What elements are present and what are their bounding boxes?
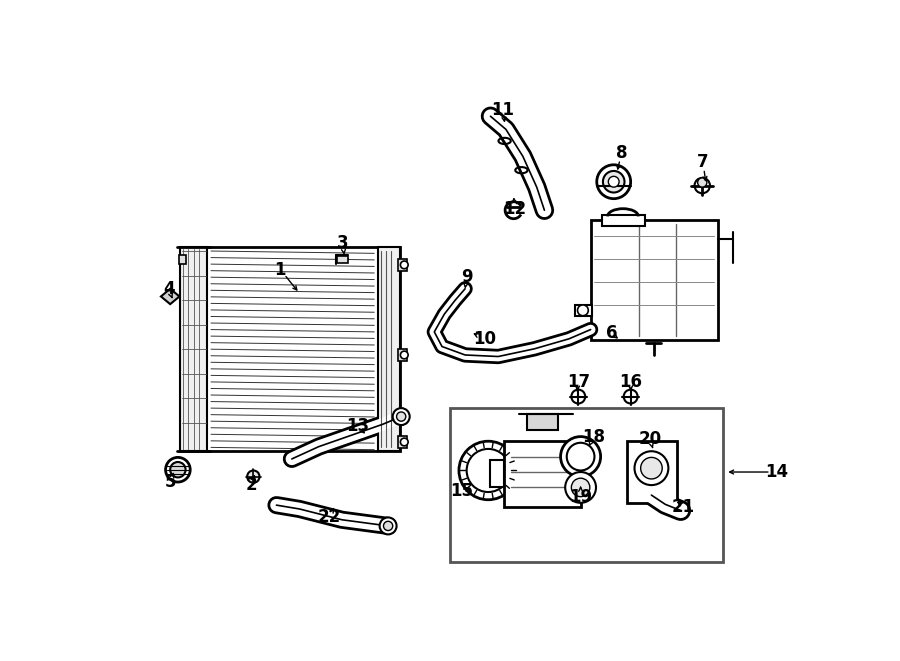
Circle shape bbox=[578, 305, 589, 316]
Circle shape bbox=[572, 389, 585, 403]
Bar bbox=[338, 256, 348, 262]
Circle shape bbox=[634, 451, 669, 485]
Circle shape bbox=[400, 261, 408, 269]
Circle shape bbox=[397, 412, 406, 421]
Text: 20: 20 bbox=[638, 430, 662, 448]
Text: 16: 16 bbox=[619, 373, 643, 391]
Bar bbox=[180, 247, 207, 451]
Bar bbox=[602, 215, 644, 226]
Text: 1: 1 bbox=[274, 260, 286, 278]
Circle shape bbox=[561, 437, 600, 477]
Circle shape bbox=[170, 462, 185, 477]
Text: 10: 10 bbox=[472, 330, 496, 348]
Text: 18: 18 bbox=[582, 428, 605, 446]
Text: 14: 14 bbox=[765, 463, 788, 481]
Text: 22: 22 bbox=[317, 508, 340, 525]
Text: 4: 4 bbox=[163, 280, 175, 297]
Text: 7: 7 bbox=[698, 153, 709, 171]
Text: 12: 12 bbox=[504, 200, 526, 217]
Circle shape bbox=[572, 478, 590, 496]
Bar bbox=[526, 414, 557, 430]
Circle shape bbox=[392, 408, 410, 425]
Circle shape bbox=[695, 178, 710, 193]
Text: 19: 19 bbox=[569, 488, 592, 506]
Text: 11: 11 bbox=[491, 101, 514, 119]
Circle shape bbox=[400, 438, 408, 446]
Bar bbox=[398, 436, 408, 448]
Bar bbox=[626, 442, 677, 503]
Circle shape bbox=[641, 457, 662, 479]
Bar bbox=[179, 255, 186, 264]
Circle shape bbox=[608, 176, 619, 187]
Circle shape bbox=[698, 178, 706, 187]
Text: 8: 8 bbox=[616, 144, 627, 162]
Circle shape bbox=[459, 442, 518, 500]
Circle shape bbox=[603, 171, 625, 192]
Bar bbox=[378, 247, 400, 451]
Text: 21: 21 bbox=[671, 498, 695, 516]
Bar bbox=[180, 247, 400, 451]
Circle shape bbox=[567, 443, 595, 471]
Text: 9: 9 bbox=[461, 268, 472, 286]
Bar bbox=[398, 258, 408, 271]
Bar bbox=[450, 408, 723, 562]
Bar bbox=[398, 349, 408, 361]
Polygon shape bbox=[161, 289, 179, 304]
Circle shape bbox=[383, 522, 392, 531]
Circle shape bbox=[248, 471, 259, 483]
Bar bbox=[575, 305, 592, 317]
Bar bbox=[504, 442, 580, 507]
Circle shape bbox=[565, 472, 596, 503]
Text: 5: 5 bbox=[165, 473, 176, 491]
Text: 13: 13 bbox=[346, 417, 369, 435]
Circle shape bbox=[597, 165, 631, 199]
Circle shape bbox=[466, 449, 509, 492]
Circle shape bbox=[400, 351, 408, 359]
Circle shape bbox=[380, 518, 397, 534]
Text: 17: 17 bbox=[567, 373, 590, 391]
Circle shape bbox=[166, 457, 190, 482]
Text: 3: 3 bbox=[337, 235, 348, 253]
Text: 15: 15 bbox=[450, 481, 472, 500]
Text: 6: 6 bbox=[606, 325, 617, 342]
Circle shape bbox=[624, 389, 637, 403]
Text: 2: 2 bbox=[246, 476, 257, 494]
Bar bbox=[490, 461, 504, 487]
Bar bbox=[590, 220, 717, 340]
